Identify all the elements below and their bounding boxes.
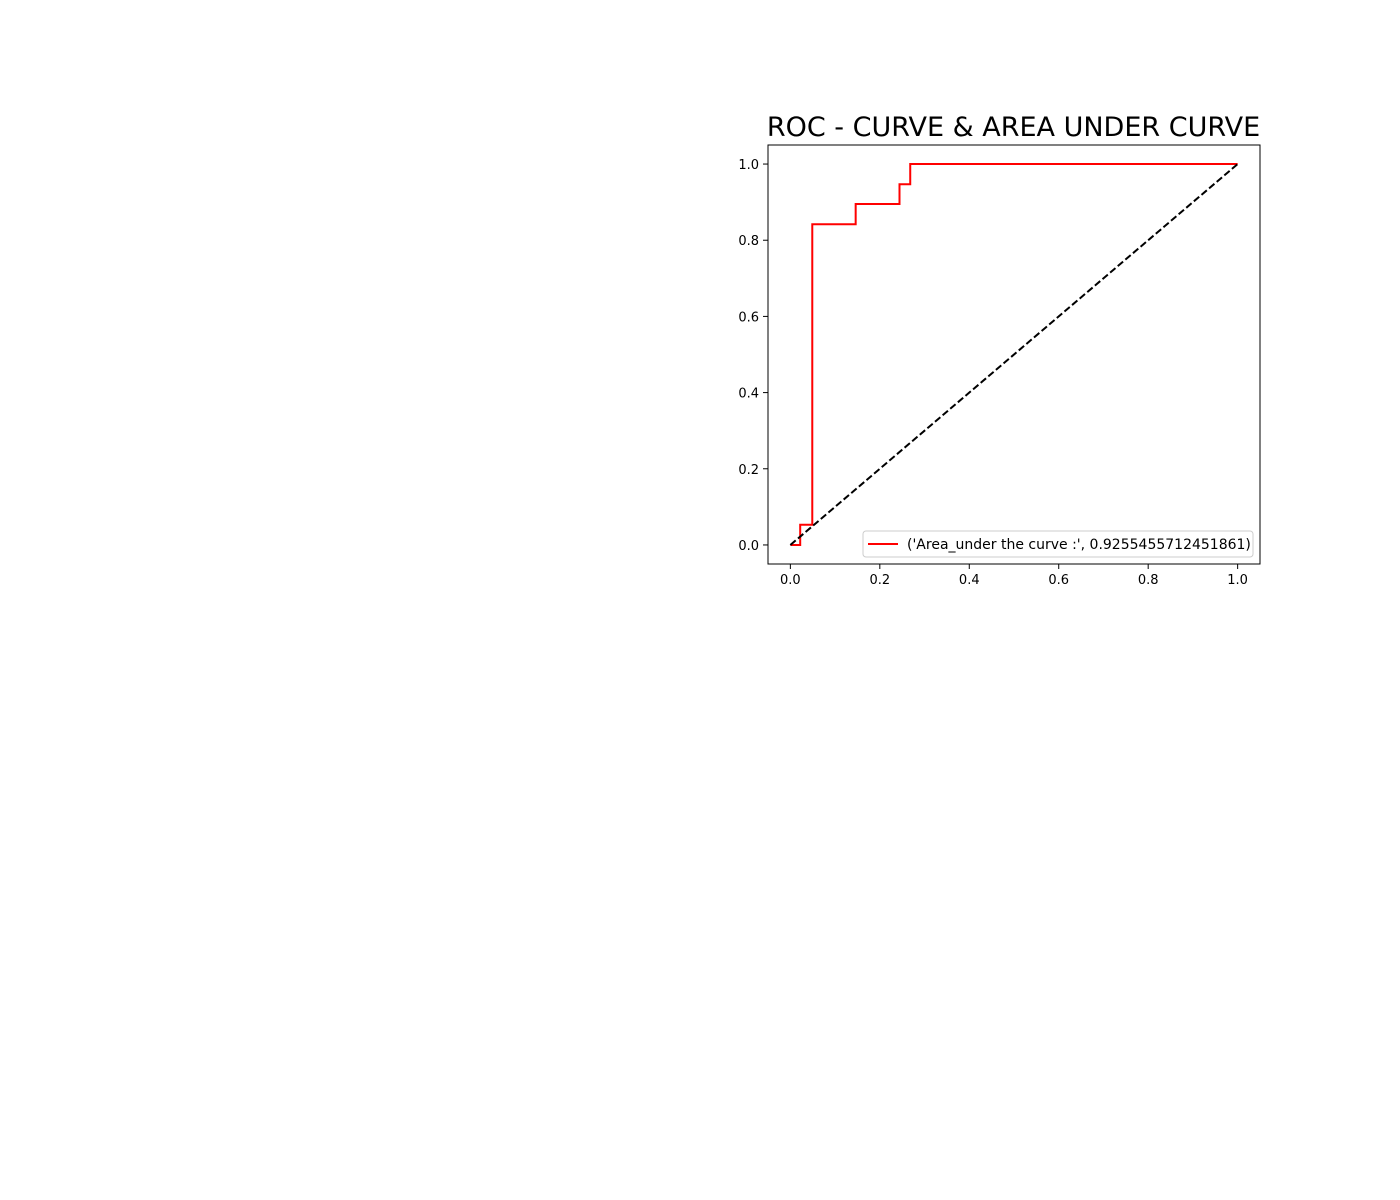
y-tick-label: 0.0: [738, 539, 759, 554]
x-tick-label: 1.0: [1227, 573, 1248, 588]
y-tick-label: 0.8: [738, 234, 759, 249]
y-tick-label: 1.0: [738, 158, 759, 173]
plot-frame: [767, 144, 1261, 565]
y-axis: 0.0 0.2 0.4 0.6 0.8 1.0: [738, 158, 768, 554]
series-layer: [789, 163, 1239, 546]
x-tick-label: 0.0: [780, 573, 801, 588]
legend: ('Area_under the curve :', 0.92554557124…: [862, 530, 1254, 558]
x-tick-label: 0.4: [959, 573, 980, 588]
x-tick-label: 0.6: [1048, 573, 1069, 588]
y-tick-label: 0.2: [738, 463, 759, 478]
legend-box: [862, 530, 1254, 558]
chart-title: ROC - CURVE & AREA UNDER CURVE: [767, 112, 1260, 143]
y-tick-label: 0.6: [738, 310, 759, 325]
y-tick-label: 0.4: [738, 387, 759, 402]
roc-curve-line: [790, 163, 1238, 546]
x-axis: 0.0 0.2 0.4 0.6 0.8 1.0: [780, 564, 1248, 588]
chance-diagonal-line: [789, 163, 1239, 546]
x-tick-label: 0.8: [1138, 573, 1159, 588]
legend-label-roc: ('Area_under the curve :', 0.92554557124…: [907, 537, 1251, 553]
x-tick-label: 0.2: [869, 573, 890, 588]
